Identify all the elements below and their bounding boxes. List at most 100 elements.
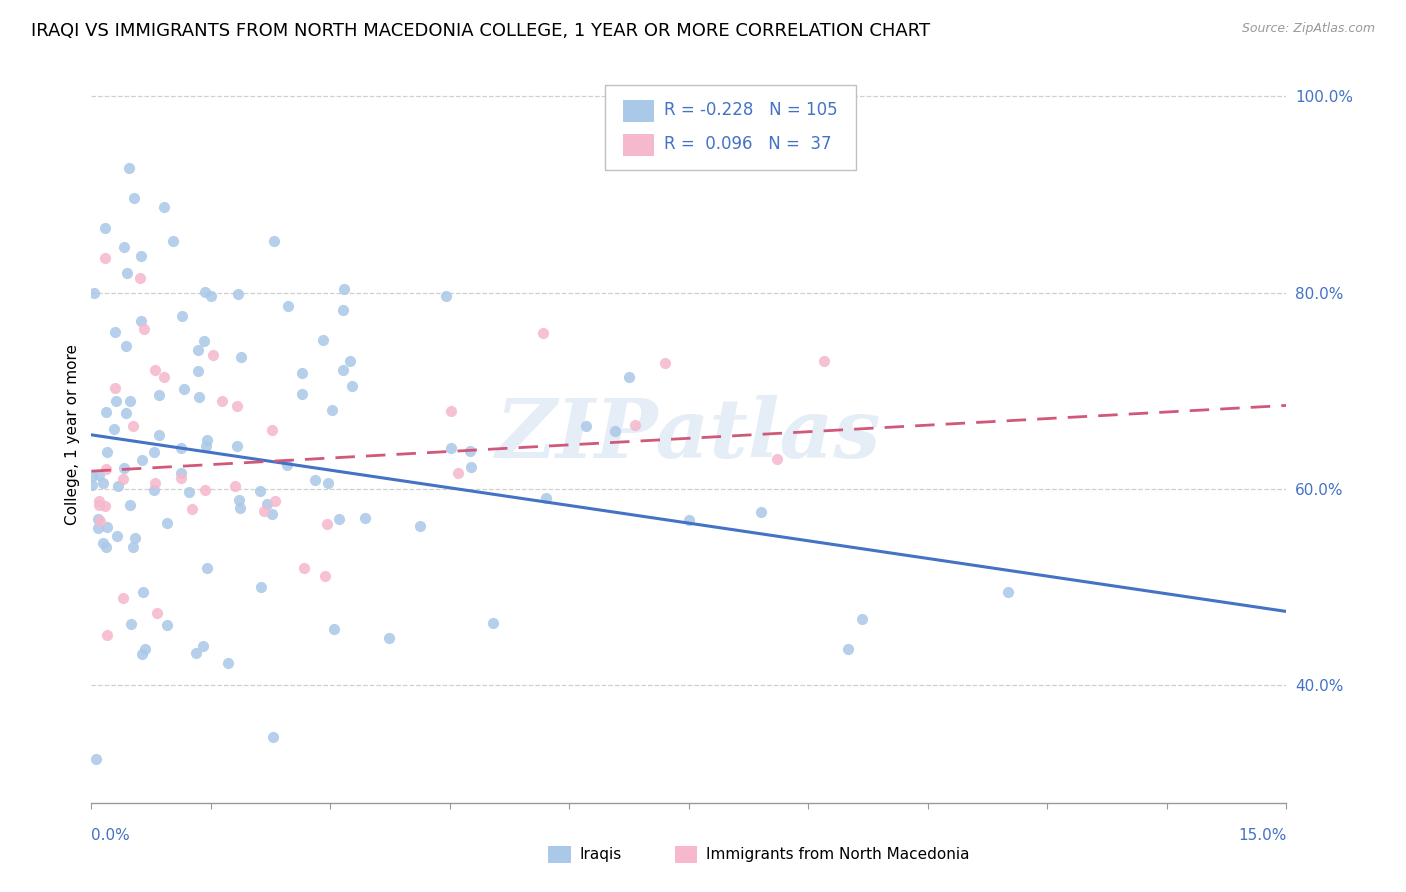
Point (353, 510, 375, 524)
Point (291, 366, 314, 380)
Point (193, 639, 215, 653)
Point (105, 528, 128, 542)
Point (91, 475, 114, 490)
Point (434, 288, 457, 302)
Point (851, 612, 873, 626)
Point (311, 333, 333, 347)
Point (118, 161, 141, 175)
Point (84, 751, 107, 765)
FancyBboxPatch shape (605, 86, 856, 170)
Point (617, 370, 640, 384)
Point (228, 493, 250, 508)
Point (256, 497, 278, 511)
Point (749, 505, 772, 519)
Point (187, 390, 209, 404)
Point (143, 483, 166, 497)
Point (83, 286, 105, 301)
Point (200, 289, 222, 303)
Point (104, 325, 127, 339)
Point (460, 444, 482, 458)
Point (82, 469, 104, 483)
Point (104, 381, 127, 395)
Point (195, 561, 218, 575)
Point (193, 334, 215, 348)
Point (332, 363, 354, 377)
Point (225, 439, 247, 453)
Text: R = -0.228   N = 105: R = -0.228 N = 105 (664, 102, 838, 120)
Point (321, 403, 343, 417)
Point (87, 468, 110, 483)
Point (94, 405, 117, 419)
Point (316, 517, 339, 532)
Point (997, 585, 1019, 599)
Point (531, 326, 554, 340)
Point (277, 299, 299, 313)
Point (813, 354, 835, 368)
Point (202, 348, 225, 362)
Point (124, 531, 146, 545)
Point (94, 540, 117, 554)
Point (148, 388, 170, 402)
Point (678, 513, 700, 527)
Point (226, 286, 249, 301)
Point (291, 386, 314, 401)
Y-axis label: College, 1 year or more: College, 1 year or more (65, 344, 80, 525)
Point (194, 439, 217, 453)
Text: Immigrants from North Macedonia: Immigrants from North Macedonia (706, 847, 969, 862)
Point (340, 379, 363, 393)
Point (120, 617, 142, 632)
Point (118, 499, 141, 513)
Point (143, 363, 166, 377)
Point (187, 343, 209, 358)
Point (152, 200, 174, 214)
Point (440, 442, 463, 456)
Point (93, 252, 115, 266)
Point (143, 476, 166, 491)
Point (440, 404, 463, 418)
Point (217, 656, 239, 670)
Point (94, 499, 117, 513)
Point (226, 399, 249, 413)
Point (89, 493, 111, 508)
Point (111, 472, 134, 486)
Point (231, 350, 253, 364)
Point (131, 452, 153, 467)
Point (181, 502, 204, 516)
Point (482, 615, 505, 630)
Point (179, 485, 201, 500)
Point (316, 475, 339, 490)
Point (408, 518, 430, 533)
Point (121, 418, 143, 433)
Point (211, 394, 233, 409)
Point (153, 370, 176, 384)
Point (292, 560, 315, 574)
Point (276, 458, 298, 472)
Point (170, 441, 193, 455)
Point (82, 478, 104, 492)
Bar (623, 134, 654, 156)
Point (87, 512, 110, 526)
Point (328, 511, 350, 525)
Point (132, 585, 155, 599)
Point (134, 642, 156, 657)
Text: 15.0%: 15.0% (1239, 828, 1286, 843)
Point (603, 425, 626, 439)
Point (111, 591, 134, 605)
Point (156, 618, 179, 632)
Bar (623, 100, 654, 122)
Point (314, 569, 336, 583)
Text: 0.0%: 0.0% (91, 828, 131, 843)
Point (170, 471, 193, 485)
Point (143, 444, 166, 458)
Point (117, 266, 139, 280)
Point (105, 393, 128, 408)
Point (250, 581, 273, 595)
Point (172, 310, 194, 324)
Point (323, 622, 346, 636)
Point (765, 451, 787, 466)
Point (122, 540, 145, 554)
Point (194, 285, 217, 299)
Point (86, 521, 108, 535)
Point (229, 500, 252, 515)
Point (132, 322, 155, 336)
